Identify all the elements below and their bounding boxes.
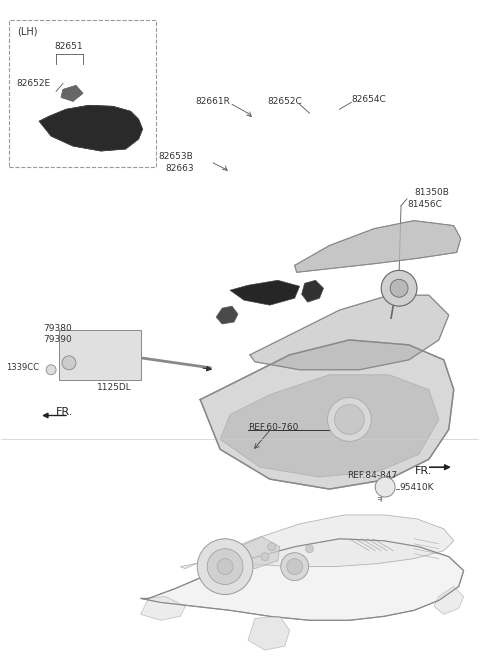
Polygon shape — [230, 281, 300, 305]
Polygon shape — [295, 221, 461, 273]
Text: 82654C: 82654C — [351, 95, 386, 104]
Circle shape — [217, 558, 233, 575]
Circle shape — [287, 558, 302, 575]
Circle shape — [197, 539, 253, 595]
Text: 79390: 79390 — [43, 336, 72, 344]
Text: 81350B: 81350B — [414, 189, 449, 197]
Text: 81456C: 81456C — [407, 200, 442, 209]
Polygon shape — [220, 374, 439, 477]
Text: 82653B: 82653B — [158, 152, 193, 160]
Text: FR.: FR. — [56, 407, 73, 417]
Polygon shape — [301, 281, 324, 302]
Circle shape — [327, 397, 371, 442]
Bar — [59, 330, 141, 380]
Circle shape — [281, 553, 309, 581]
Circle shape — [268, 543, 276, 551]
Text: FR.: FR. — [415, 466, 432, 476]
Text: 82652C: 82652C — [268, 97, 302, 106]
Polygon shape — [141, 539, 464, 620]
Text: REF.84-847: REF.84-847 — [348, 470, 397, 480]
Circle shape — [335, 405, 364, 434]
Text: 82652E: 82652E — [16, 79, 50, 88]
Text: 95410K: 95410K — [399, 483, 433, 491]
Circle shape — [375, 477, 395, 497]
Circle shape — [390, 279, 408, 297]
Text: 1339CC: 1339CC — [6, 363, 39, 373]
Text: 82663: 82663 — [166, 164, 194, 173]
Text: 82651: 82651 — [55, 42, 84, 51]
Polygon shape — [434, 587, 464, 614]
Polygon shape — [250, 295, 449, 370]
Text: (LH): (LH) — [17, 27, 38, 37]
Circle shape — [261, 553, 269, 560]
Text: 79380: 79380 — [43, 323, 72, 332]
Circle shape — [306, 545, 313, 553]
Polygon shape — [200, 340, 454, 489]
Circle shape — [46, 365, 56, 374]
Text: REF.60-760: REF.60-760 — [248, 423, 299, 432]
Circle shape — [207, 549, 243, 585]
Circle shape — [381, 270, 417, 306]
Bar — [9, 20, 156, 167]
Polygon shape — [61, 85, 83, 101]
Circle shape — [62, 356, 76, 370]
Polygon shape — [39, 105, 143, 151]
Text: 82661R: 82661R — [195, 97, 230, 106]
Polygon shape — [180, 515, 454, 568]
Polygon shape — [248, 616, 290, 650]
Polygon shape — [141, 597, 185, 620]
Polygon shape — [216, 306, 238, 324]
Polygon shape — [228, 537, 280, 568]
Text: 1125DL: 1125DL — [97, 383, 132, 392]
